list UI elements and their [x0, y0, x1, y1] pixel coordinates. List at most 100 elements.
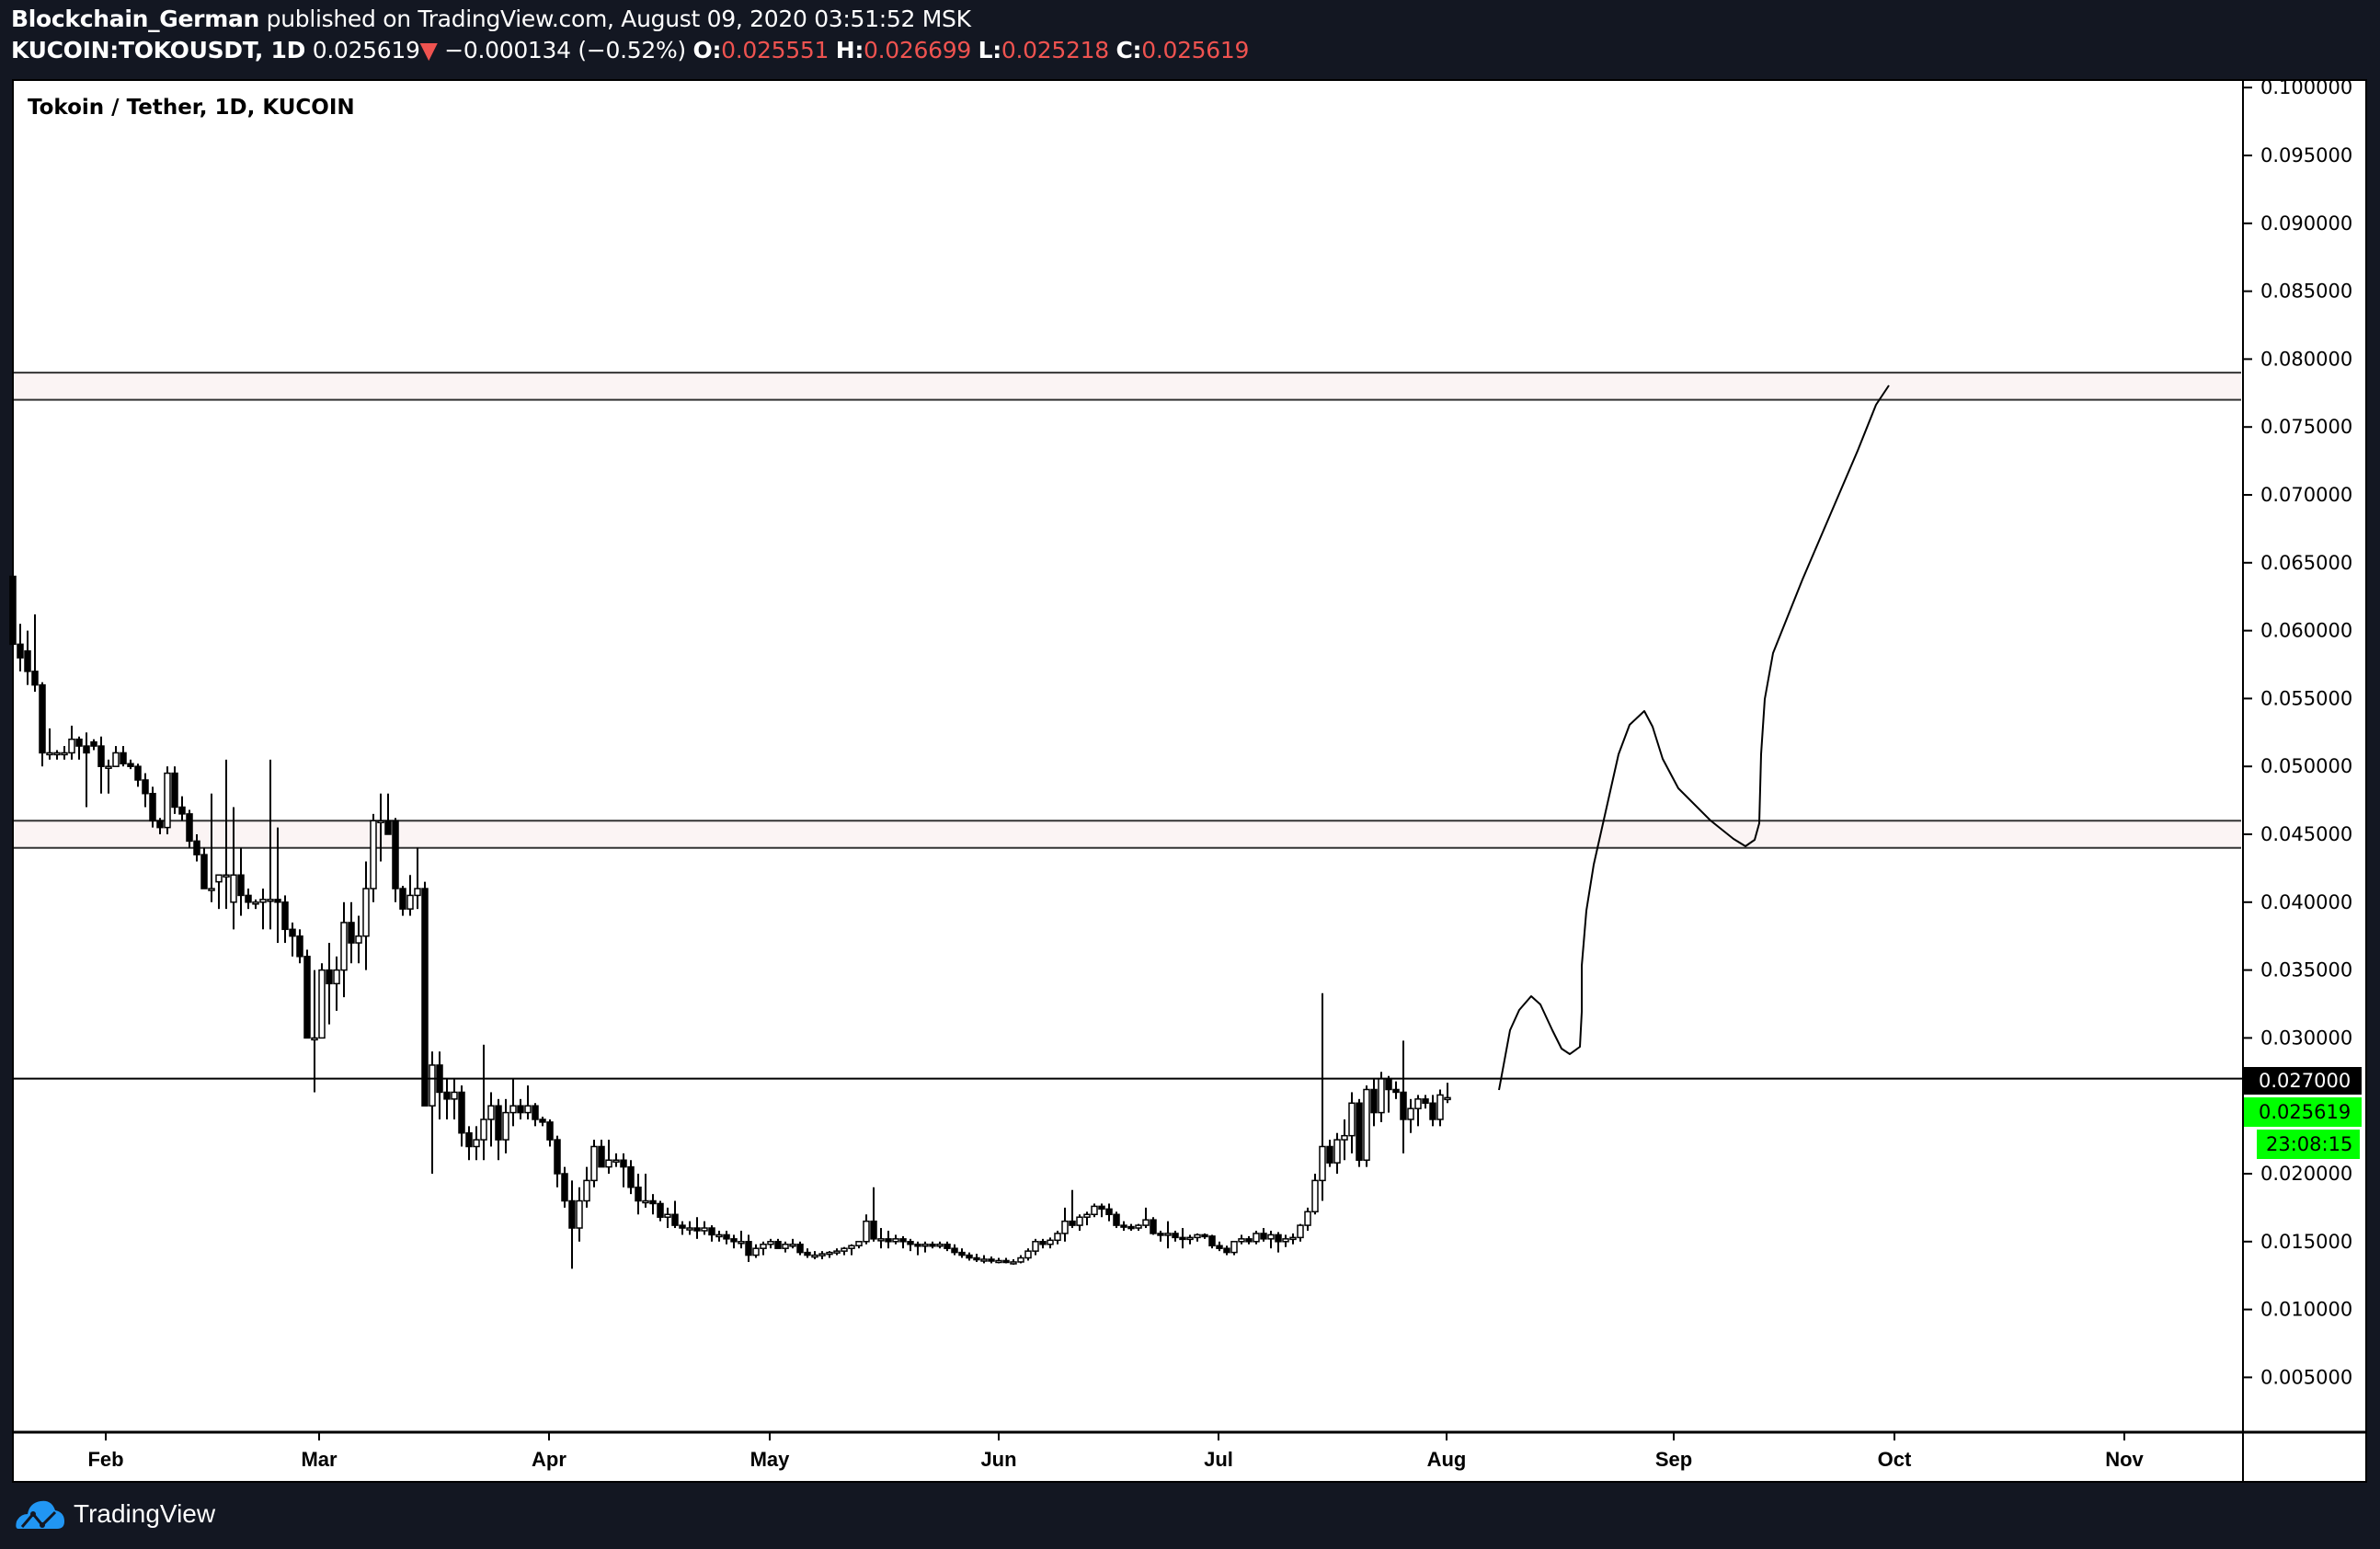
candle	[348, 922, 355, 944]
candle	[568, 1199, 576, 1229]
candle	[1253, 1233, 1260, 1243]
candle	[774, 1241, 782, 1249]
candle	[826, 1251, 833, 1256]
candle	[958, 1251, 966, 1256]
price-zone	[14, 373, 2241, 400]
candle	[818, 1253, 826, 1256]
svg-text:Jun: Jun	[980, 1448, 1016, 1471]
svg-text:Nov: Nov	[2105, 1448, 2144, 1471]
candle	[1105, 1208, 1113, 1216]
candle	[789, 1244, 796, 1247]
candle	[1267, 1233, 1275, 1240]
candle	[524, 1105, 532, 1114]
candle	[980, 1258, 988, 1262]
candle	[642, 1199, 649, 1204]
candle	[1385, 1077, 1392, 1091]
candle	[355, 935, 362, 944]
candle	[1142, 1219, 1150, 1226]
candle	[1194, 1233, 1201, 1239]
candle	[252, 901, 259, 905]
candle	[259, 899, 267, 903]
candle	[1370, 1088, 1378, 1114]
footer-brand[interactable]: TradingView	[15, 1496, 215, 1532]
candle	[156, 820, 164, 829]
candle	[944, 1244, 951, 1249]
candle	[9, 575, 17, 646]
candle	[134, 765, 142, 781]
tradingview-logo-icon	[16, 1500, 64, 1529]
chart-legend-title: Tokoin / Tether, 1D, KUCOIN	[28, 96, 355, 120]
last-price: 0.025619	[312, 37, 420, 63]
candle	[885, 1238, 892, 1243]
candle	[1039, 1241, 1047, 1245]
candle	[1400, 1091, 1407, 1120]
candle	[708, 1227, 715, 1236]
candle	[1002, 1259, 1010, 1264]
symbol-info-bar: KUCOIN:TOKOUSDT, 1D 0.025619▼ −0.000134 …	[11, 37, 1249, 63]
candle	[1363, 1088, 1370, 1161]
candle	[760, 1244, 767, 1249]
candle	[112, 752, 120, 767]
candle	[539, 1119, 546, 1123]
candle	[370, 820, 377, 889]
candle	[1282, 1238, 1289, 1243]
candle	[804, 1251, 811, 1256]
open-label: O:	[692, 37, 722, 63]
candle	[701, 1227, 708, 1232]
candle	[870, 1220, 877, 1240]
candle	[443, 1091, 451, 1100]
candle	[1356, 1102, 1363, 1161]
candle	[738, 1241, 745, 1245]
candle	[1414, 1098, 1422, 1109]
level-price-tag: 0.027000	[2244, 1067, 2362, 1095]
candle	[679, 1224, 686, 1229]
candle	[1047, 1239, 1054, 1245]
svg-text:0.060000: 0.060000	[2260, 620, 2352, 642]
candle	[1150, 1219, 1157, 1234]
candle	[1407, 1107, 1414, 1120]
candle	[811, 1254, 818, 1258]
candle	[1127, 1225, 1135, 1230]
candle	[17, 643, 24, 659]
candle	[671, 1213, 679, 1226]
candle	[1024, 1250, 1032, 1259]
candle	[1157, 1233, 1164, 1236]
open-value: 0.025551	[721, 37, 830, 63]
candle	[245, 894, 252, 903]
high-value: 0.026699	[864, 37, 971, 63]
svg-text:0.095000: 0.095000	[2260, 144, 2352, 166]
candle	[1436, 1094, 1444, 1120]
candle	[899, 1238, 907, 1243]
candle	[458, 1091, 465, 1134]
svg-text:0.045000: 0.045000	[2260, 823, 2352, 845]
candle	[796, 1244, 804, 1254]
candle	[833, 1250, 841, 1254]
candle	[612, 1159, 620, 1163]
candle	[907, 1241, 914, 1245]
candle	[1238, 1238, 1245, 1243]
candle	[1201, 1233, 1208, 1238]
svg-text:0.030000: 0.030000	[2260, 1027, 2352, 1049]
chart-panel[interactable]	[12, 79, 2367, 1483]
svg-text:0.040000: 0.040000	[2260, 891, 2352, 913]
candle	[1120, 1224, 1127, 1228]
candle	[215, 874, 223, 883]
candle	[1017, 1256, 1024, 1263]
candle	[973, 1256, 980, 1261]
candle	[1289, 1236, 1297, 1241]
svg-text:Mar: Mar	[301, 1448, 338, 1471]
candle	[384, 820, 392, 835]
candle	[1304, 1211, 1311, 1226]
close-value: 0.025619	[1141, 37, 1250, 63]
candle	[318, 969, 326, 1039]
author-name[interactable]: Blockchain_German	[11, 6, 260, 32]
candle	[164, 772, 171, 829]
candle	[1260, 1233, 1267, 1240]
candle	[311, 1037, 318, 1041]
candle	[465, 1131, 473, 1148]
candle	[745, 1241, 752, 1256]
candle	[1208, 1235, 1216, 1246]
price-axis: 0.100000 0.095000 0.090000 0.085000 0.080000…	[2243, 76, 2352, 1388]
candle	[1275, 1233, 1282, 1243]
